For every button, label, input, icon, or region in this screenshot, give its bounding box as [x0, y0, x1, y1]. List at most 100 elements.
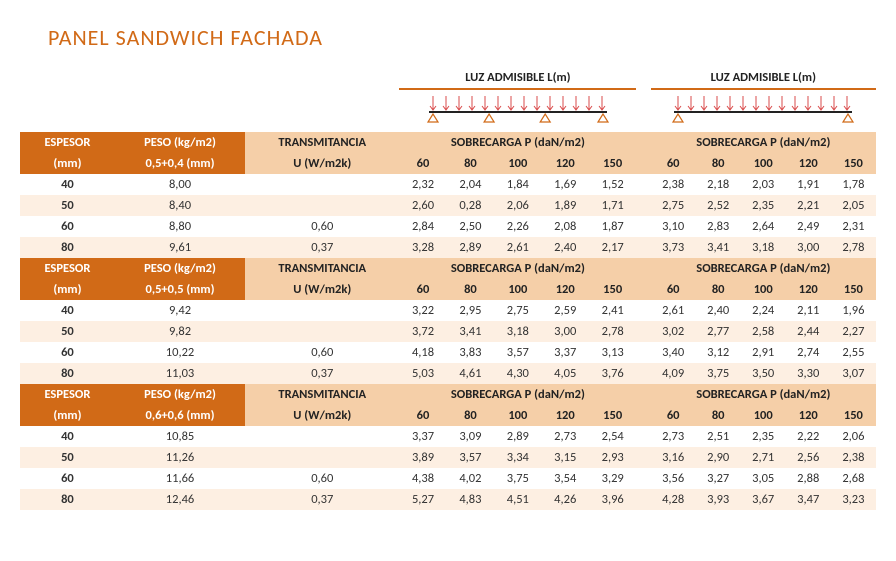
table-cell: 3,73 — [651, 237, 696, 258]
hdr-sobre-2: SOBRECARGA P (daN/m2) — [651, 384, 876, 405]
cell-espesor: 50 — [20, 447, 115, 468]
hdr-trans: TRANSMITANCIA — [245, 384, 399, 405]
hdr-espesor: ESPESOR — [20, 258, 115, 279]
load-col: 80 — [696, 405, 741, 426]
table-cell: 2,61 — [651, 300, 696, 321]
hdr-peso: PESO (kg/m2) — [115, 258, 245, 279]
table-cell: 3,10 — [651, 216, 696, 237]
cell-trans: 0,60 — [245, 216, 399, 237]
table-cell: 3,41 — [447, 321, 494, 342]
table-cell: 2,11 — [786, 300, 831, 321]
table-cell: 2,54 — [589, 426, 636, 447]
load-col: 80 — [696, 153, 741, 174]
table-cell: 4,38 — [399, 468, 446, 489]
cell-peso: 9,61 — [115, 237, 245, 258]
cell-peso: 11,66 — [115, 468, 245, 489]
table-cell: 3,07 — [831, 363, 876, 384]
table-row: 60 10,22 0,60 4,183,833,573,373,13 3,403… — [20, 342, 876, 363]
table-cell: 2,78 — [831, 237, 876, 258]
load-col: 100 — [494, 279, 541, 300]
table-cell: 4,09 — [651, 363, 696, 384]
cell-espesor: 80 — [20, 237, 115, 258]
table-cell: 2,55 — [831, 342, 876, 363]
load-col: 100 — [741, 153, 786, 174]
table-cell: 2,77 — [696, 321, 741, 342]
hdr-peso-sub: 0,6+0,6 (mm) — [115, 405, 245, 426]
table-cell: 5,27 — [399, 489, 446, 510]
table-cell: 2,35 — [741, 195, 786, 216]
table-cell: 2,40 — [696, 300, 741, 321]
table-cell: 3,27 — [696, 468, 741, 489]
table-cell: 3,76 — [589, 363, 636, 384]
load-col: 100 — [494, 405, 541, 426]
table-cell: 3,93 — [696, 489, 741, 510]
load-col: 80 — [447, 405, 494, 426]
table-cell: 4,28 — [651, 489, 696, 510]
cell-espesor: 60 — [20, 216, 115, 237]
load-col: 60 — [651, 405, 696, 426]
cell-espesor: 50 — [20, 195, 115, 216]
table-cell: 2,06 — [831, 426, 876, 447]
table-cell: 2,05 — [831, 195, 876, 216]
table-cell: 2,73 — [542, 426, 589, 447]
load-col: 60 — [651, 279, 696, 300]
table-cell: 1,69 — [542, 174, 589, 195]
cell-peso: 8,00 — [115, 174, 245, 195]
table-cell: 2,17 — [589, 237, 636, 258]
cell-peso: 8,80 — [115, 216, 245, 237]
cell-espesor: 50 — [20, 321, 115, 342]
table-cell: 2,93 — [589, 447, 636, 468]
table-row: 50 11,26 3,893,573,343,152,93 3,162,902,… — [20, 447, 876, 468]
table-cell: 3,00 — [786, 237, 831, 258]
load-col: 60 — [399, 405, 446, 426]
cell-espesor: 60 — [20, 468, 115, 489]
beam-diagram-icon — [668, 92, 858, 126]
table-cell: 1,89 — [542, 195, 589, 216]
table-cell: 3,40 — [651, 342, 696, 363]
table-row: 80 12,46 0,37 5,274,834,514,263,96 4,283… — [20, 489, 876, 510]
load-col: 60 — [399, 279, 446, 300]
table-cell: 3,75 — [494, 468, 541, 489]
table-cell: 1,84 — [494, 174, 541, 195]
table-cell: 3,54 — [542, 468, 589, 489]
table-cell: 3,22 — [399, 300, 446, 321]
table-cell: 4,26 — [542, 489, 589, 510]
hdr-espesor-unit: (mm) — [20, 153, 115, 174]
table-row: 40 10,85 3,373,092,892,732,54 2,732,512,… — [20, 426, 876, 447]
table-cell: 2,58 — [741, 321, 786, 342]
table-cell: 2,75 — [494, 300, 541, 321]
table-cell: 3,13 — [589, 342, 636, 363]
luz-label-2: LUZ ADMISIBLE L(m) — [651, 67, 876, 89]
table-cell: 2,31 — [831, 216, 876, 237]
table-cell: 2,06 — [494, 195, 541, 216]
beam-diagram-icon — [423, 92, 613, 126]
cell-espesor: 60 — [20, 342, 115, 363]
table-cell: 3,67 — [741, 489, 786, 510]
load-col: 120 — [542, 279, 589, 300]
cell-peso: 9,82 — [115, 321, 245, 342]
panel-table: LUZ ADMISIBLE L(m) LUZ ADMISIBLE L(m) ES… — [20, 67, 876, 510]
table-cell: 2,78 — [589, 321, 636, 342]
table-cell: 2,91 — [741, 342, 786, 363]
table-cell: 2,40 — [542, 237, 589, 258]
table-cell: 3,23 — [831, 489, 876, 510]
hdr-sobre-1: SOBRECARGA P (daN/m2) — [399, 258, 636, 279]
table-cell: 2,71 — [741, 447, 786, 468]
table-cell: 3,29 — [589, 468, 636, 489]
table-cell: 3,02 — [651, 321, 696, 342]
load-col: 120 — [786, 153, 831, 174]
table-cell: 2,41 — [589, 300, 636, 321]
table-cell: 2,38 — [831, 447, 876, 468]
table-row: 50 8,40 2,600,282,061,891,71 2,752,522,3… — [20, 195, 876, 216]
table-cell: 3,16 — [651, 447, 696, 468]
table-row: 80 11,03 0,37 5,034,614,304,053,76 4,093… — [20, 363, 876, 384]
hdr-peso-sub: 0,5+0,5 (mm) — [115, 279, 245, 300]
cell-trans — [245, 195, 399, 216]
table-cell: 2,89 — [494, 426, 541, 447]
table-cell: 4,61 — [447, 363, 494, 384]
table-cell: 3,57 — [447, 447, 494, 468]
table-cell: 2,51 — [696, 426, 741, 447]
cell-trans — [245, 426, 399, 447]
cell-peso: 12,46 — [115, 489, 245, 510]
hdr-espesor-unit: (mm) — [20, 279, 115, 300]
